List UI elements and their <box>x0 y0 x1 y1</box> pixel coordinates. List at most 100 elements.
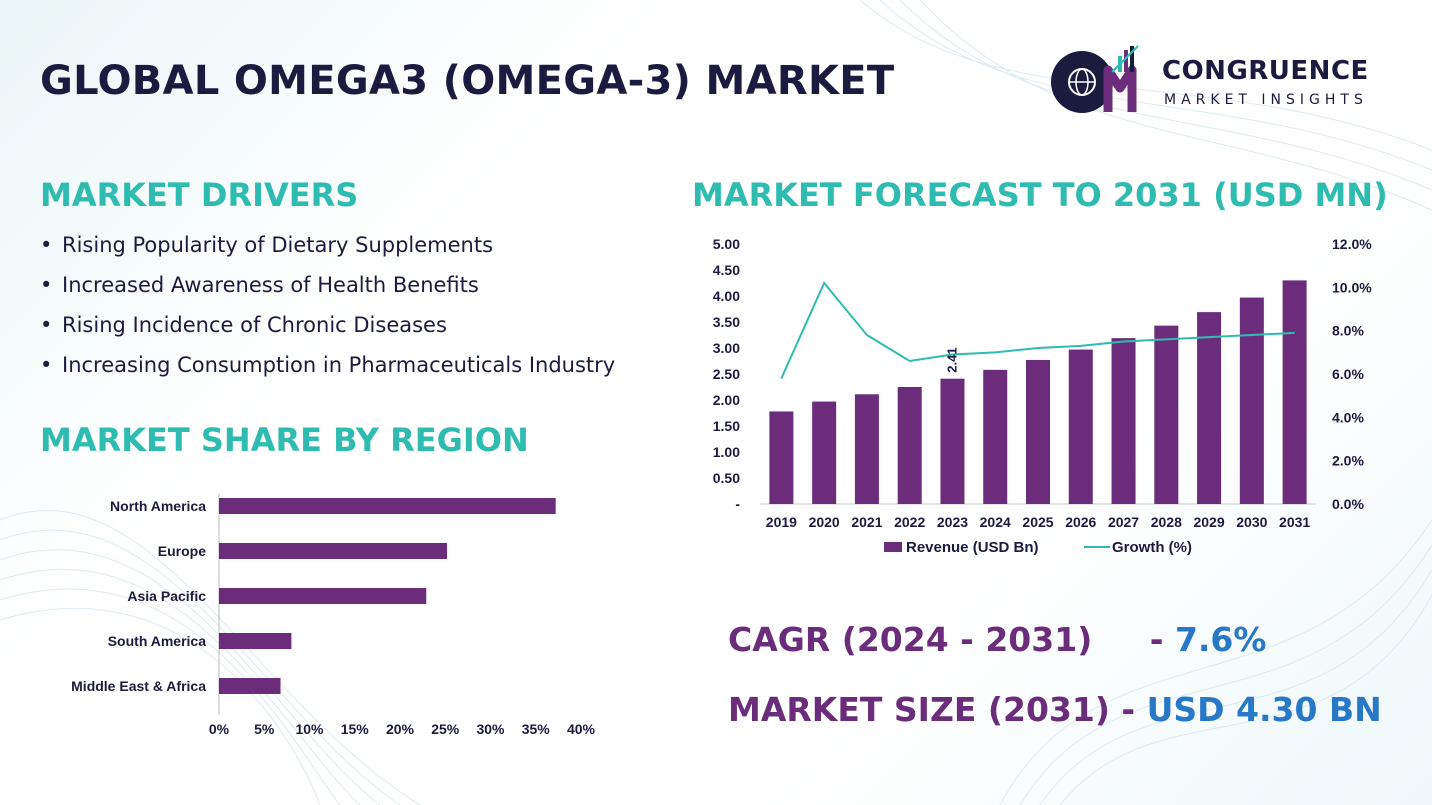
region-category-label: South America <box>108 633 206 649</box>
legend-revenue-label: Revenue (USD Bn) <box>906 539 1039 556</box>
growth-point <box>1165 338 1167 340</box>
forecast-left-tick-label: - <box>735 496 740 512</box>
cagr-separator: - <box>1138 620 1175 659</box>
forecast-right-tick-label: 6.0% <box>1332 366 1364 382</box>
revenue-data-label: 2.41 <box>944 347 959 372</box>
forecast-right-tick-label: 0.0% <box>1332 496 1364 512</box>
forecast-left-tick-label: 5.00 <box>713 236 740 252</box>
region-bar <box>219 498 556 514</box>
region-x-tick-label: 10% <box>295 721 324 737</box>
forecast-year-label: 2022 <box>894 514 925 530</box>
drivers-heading: MARKET DRIVERS <box>40 176 359 214</box>
forecast-right-tick-label: 10.0% <box>1332 279 1372 295</box>
forecast-year-label: 2027 <box>1108 514 1139 530</box>
revenue-bar <box>983 369 1008 504</box>
forecast-left-tick-label: 1.50 <box>713 418 740 434</box>
region-heading: MARKET SHARE BY REGION <box>40 421 529 459</box>
cagr-label: CAGR (2024 - 2031) <box>728 620 1093 659</box>
revenue-bar <box>1111 338 1136 504</box>
growth-point <box>909 360 911 362</box>
region-bar <box>219 678 281 694</box>
revenue-bar <box>1239 297 1264 504</box>
forecast-left-tick-label: 2.50 <box>713 366 740 382</box>
region-bar <box>219 588 427 604</box>
driver-item: • Rising Popularity of Dietary Supplement… <box>40 233 494 257</box>
region-x-tick-label: 20% <box>386 721 415 737</box>
forecast-left-tick-label: 3.50 <box>713 314 740 330</box>
revenue-bar <box>769 411 794 504</box>
drivers-list: • Rising Popularity of Dietary Supplement… <box>40 228 615 388</box>
forecast-left-tick-label: 2.00 <box>713 392 740 408</box>
legend-revenue-swatch <box>884 542 902 552</box>
forecast-year-label: 2029 <box>1193 514 1224 530</box>
forecast-left-tick-label: 1.00 <box>713 444 740 460</box>
revenue-bar <box>897 387 922 504</box>
forecast-chart: - 0.50 1.00 1.50 2.00 2.50 3.00 3.50 4.00 4.50 5.0… <box>713 236 1372 556</box>
forecast-year-label: 2026 <box>1065 514 1096 530</box>
logo-tagline: MARKET INSIGHTS <box>1164 92 1368 108</box>
region-x-tick-label: 35% <box>522 721 551 737</box>
forecast-left-tick-label: 3.00 <box>713 340 740 356</box>
growth-point <box>1251 334 1253 336</box>
region-x-tick-label: 0% <box>209 721 230 737</box>
region-category-label: Europe <box>158 543 206 559</box>
legend-growth-label: Growth (%) <box>1112 539 1192 556</box>
region-category-label: Middle East & Africa <box>71 678 206 694</box>
forecast-year-label: 2021 <box>851 514 882 530</box>
revenue-bar <box>940 378 965 504</box>
page-title: GLOBAL OMEGA3 (OMEGA-3) MARKET <box>40 58 895 104</box>
driver-item: • Increased Awareness of Health Benefits <box>40 273 479 297</box>
growth-point <box>1208 336 1210 338</box>
company-logo: CONGRUENCE MARKET INSIGHTS <box>1046 42 1396 118</box>
growth-point <box>823 282 825 284</box>
region-category-label: North America <box>110 498 206 514</box>
region-bar <box>219 543 448 559</box>
forecast-year-label: 2025 <box>1022 514 1053 530</box>
forecast-heading: MARKET FORECAST TO 2031 (USD MN) <box>692 176 1388 214</box>
forecast-left-tick-label: 4.00 <box>713 288 740 304</box>
forecast-year-label: 2030 <box>1236 514 1267 530</box>
growth-point <box>780 377 782 379</box>
forecast-year-label: 2028 <box>1151 514 1182 530</box>
market-size-label: MARKET SIZE (2031) <box>728 690 1110 729</box>
forecast-year-label: 2019 <box>766 514 797 530</box>
revenue-bar <box>812 401 837 504</box>
market-size-separator: - <box>1109 690 1147 729</box>
region-x-tick-label: 40% <box>567 721 596 737</box>
region-bar <box>219 633 292 649</box>
forecast-right-tick-label: 8.0% <box>1332 323 1364 339</box>
region-x-tick-label: 15% <box>341 721 370 737</box>
market-size-value: USD 4.30 BN <box>1146 690 1382 729</box>
growth-point <box>1294 332 1296 334</box>
revenue-bar <box>1197 312 1222 504</box>
revenue-bar <box>1282 280 1307 504</box>
revenue-bar <box>1068 349 1093 504</box>
market-size-stat: MARKET SIZE (2031) - USD 4.30 BN <box>728 690 1382 729</box>
forecast-left-tick-label: 0.50 <box>713 470 740 486</box>
driver-item: • Increasing Consumption in Pharmaceutica… <box>40 353 616 377</box>
driver-item: • Rising Incidence of Chronic Diseases <box>40 313 447 337</box>
forecast-right-tick-label: 4.0% <box>1332 409 1364 425</box>
region-share-chart: North America Europe Asia Pacific South Ame… <box>71 494 596 737</box>
revenue-bar <box>1026 359 1050 504</box>
forecast-right-tick-label: 12.0% <box>1332 236 1372 252</box>
logo-name: CONGRUENCE <box>1162 56 1369 86</box>
region-x-tick-label: 25% <box>431 721 460 737</box>
growth-point <box>866 334 868 336</box>
forecast-year-label: 2020 <box>809 514 840 530</box>
globe-bar-chart-logo-icon <box>1051 45 1139 113</box>
cagr-stat: CAGR (2024 - 2031) - 7.6% <box>728 620 1266 659</box>
revenue-bar <box>1154 325 1179 504</box>
growth-point <box>994 351 996 353</box>
growth-point <box>1037 347 1039 349</box>
region-category-label: Asia Pacific <box>127 588 206 604</box>
growth-point <box>1123 341 1125 342</box>
forecast-year-label: 2031 <box>1279 514 1310 530</box>
growth-point <box>1080 345 1082 347</box>
forecast-year-label: 2024 <box>980 514 1011 530</box>
forecast-year-label: 2023 <box>937 514 968 530</box>
forecast-left-tick-label: 4.50 <box>713 262 740 278</box>
region-x-tick-label: 30% <box>476 721 505 737</box>
region-x-tick-label: 5% <box>254 721 275 737</box>
forecast-right-tick-label: 2.0% <box>1332 453 1364 469</box>
